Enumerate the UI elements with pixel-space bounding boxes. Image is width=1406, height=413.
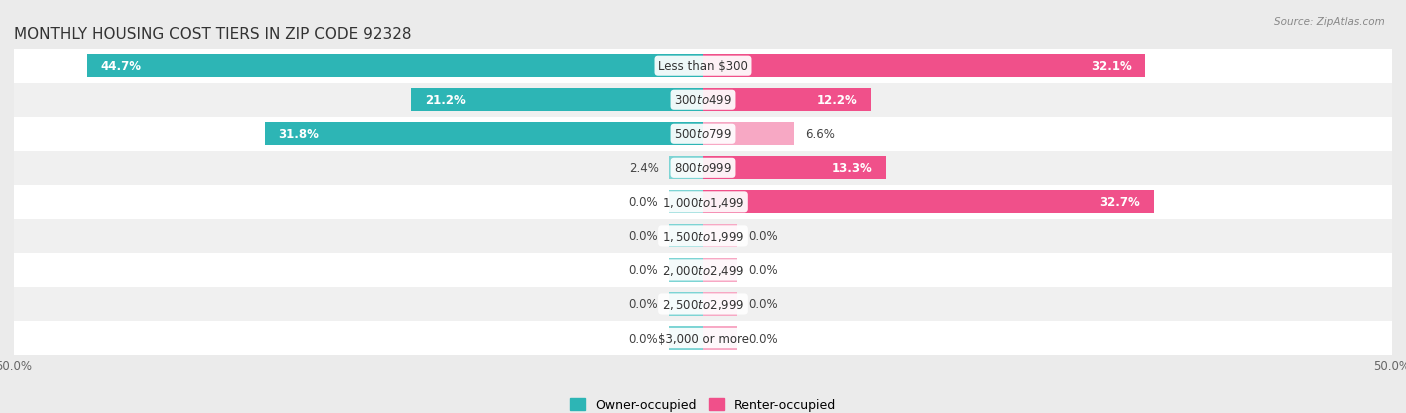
Bar — [14, 50, 1392, 83]
Text: $1,500 to $1,999: $1,500 to $1,999 — [662, 229, 744, 243]
Bar — [14, 185, 1392, 219]
Text: 0.0%: 0.0% — [628, 298, 658, 311]
Text: $1,000 to $1,499: $1,000 to $1,499 — [662, 195, 744, 209]
Text: 0.0%: 0.0% — [748, 332, 778, 345]
Bar — [14, 152, 1392, 185]
Bar — [411, 89, 703, 112]
Bar — [703, 123, 794, 146]
Text: 0.0%: 0.0% — [628, 332, 658, 345]
Bar — [703, 157, 886, 180]
Bar — [264, 123, 703, 146]
Bar — [669, 327, 703, 350]
Text: $2,000 to $2,499: $2,000 to $2,499 — [662, 263, 744, 277]
Text: 0.0%: 0.0% — [628, 230, 658, 243]
Bar — [87, 55, 703, 78]
Text: MONTHLY HOUSING COST TIERS IN ZIP CODE 92328: MONTHLY HOUSING COST TIERS IN ZIP CODE 9… — [14, 26, 412, 41]
Text: 13.3%: 13.3% — [832, 162, 873, 175]
Text: $2,500 to $2,999: $2,500 to $2,999 — [662, 297, 744, 311]
Text: 0.0%: 0.0% — [748, 230, 778, 243]
Bar — [703, 89, 872, 112]
Bar — [14, 253, 1392, 287]
Text: 2.4%: 2.4% — [628, 162, 659, 175]
Bar — [14, 117, 1392, 152]
Text: 31.8%: 31.8% — [278, 128, 319, 141]
Bar — [669, 191, 703, 214]
Text: $800 to $999: $800 to $999 — [673, 162, 733, 175]
Text: 0.0%: 0.0% — [748, 298, 778, 311]
Bar — [703, 259, 738, 282]
Text: 32.1%: 32.1% — [1091, 60, 1132, 73]
Bar — [703, 327, 738, 350]
Bar — [14, 83, 1392, 117]
Text: 44.7%: 44.7% — [101, 60, 142, 73]
Text: $500 to $799: $500 to $799 — [673, 128, 733, 141]
Bar — [703, 293, 738, 316]
Bar — [703, 55, 1146, 78]
Bar — [669, 293, 703, 316]
Text: Source: ZipAtlas.com: Source: ZipAtlas.com — [1274, 17, 1385, 26]
Text: 21.2%: 21.2% — [425, 94, 465, 107]
Bar — [669, 225, 703, 248]
Legend: Owner-occupied, Renter-occupied: Owner-occupied, Renter-occupied — [565, 393, 841, 413]
Text: 0.0%: 0.0% — [628, 196, 658, 209]
Bar — [14, 219, 1392, 253]
Text: 12.2%: 12.2% — [817, 94, 858, 107]
Text: 6.6%: 6.6% — [806, 128, 835, 141]
Text: 0.0%: 0.0% — [628, 264, 658, 277]
Text: $300 to $499: $300 to $499 — [673, 94, 733, 107]
Text: 0.0%: 0.0% — [748, 264, 778, 277]
Bar — [703, 191, 1153, 214]
Bar — [669, 157, 703, 180]
Text: $3,000 or more: $3,000 or more — [658, 332, 748, 345]
Text: Less than $300: Less than $300 — [658, 60, 748, 73]
Bar — [14, 321, 1392, 355]
Bar — [669, 259, 703, 282]
Bar — [703, 225, 738, 248]
Bar — [14, 287, 1392, 321]
Text: 32.7%: 32.7% — [1099, 196, 1140, 209]
